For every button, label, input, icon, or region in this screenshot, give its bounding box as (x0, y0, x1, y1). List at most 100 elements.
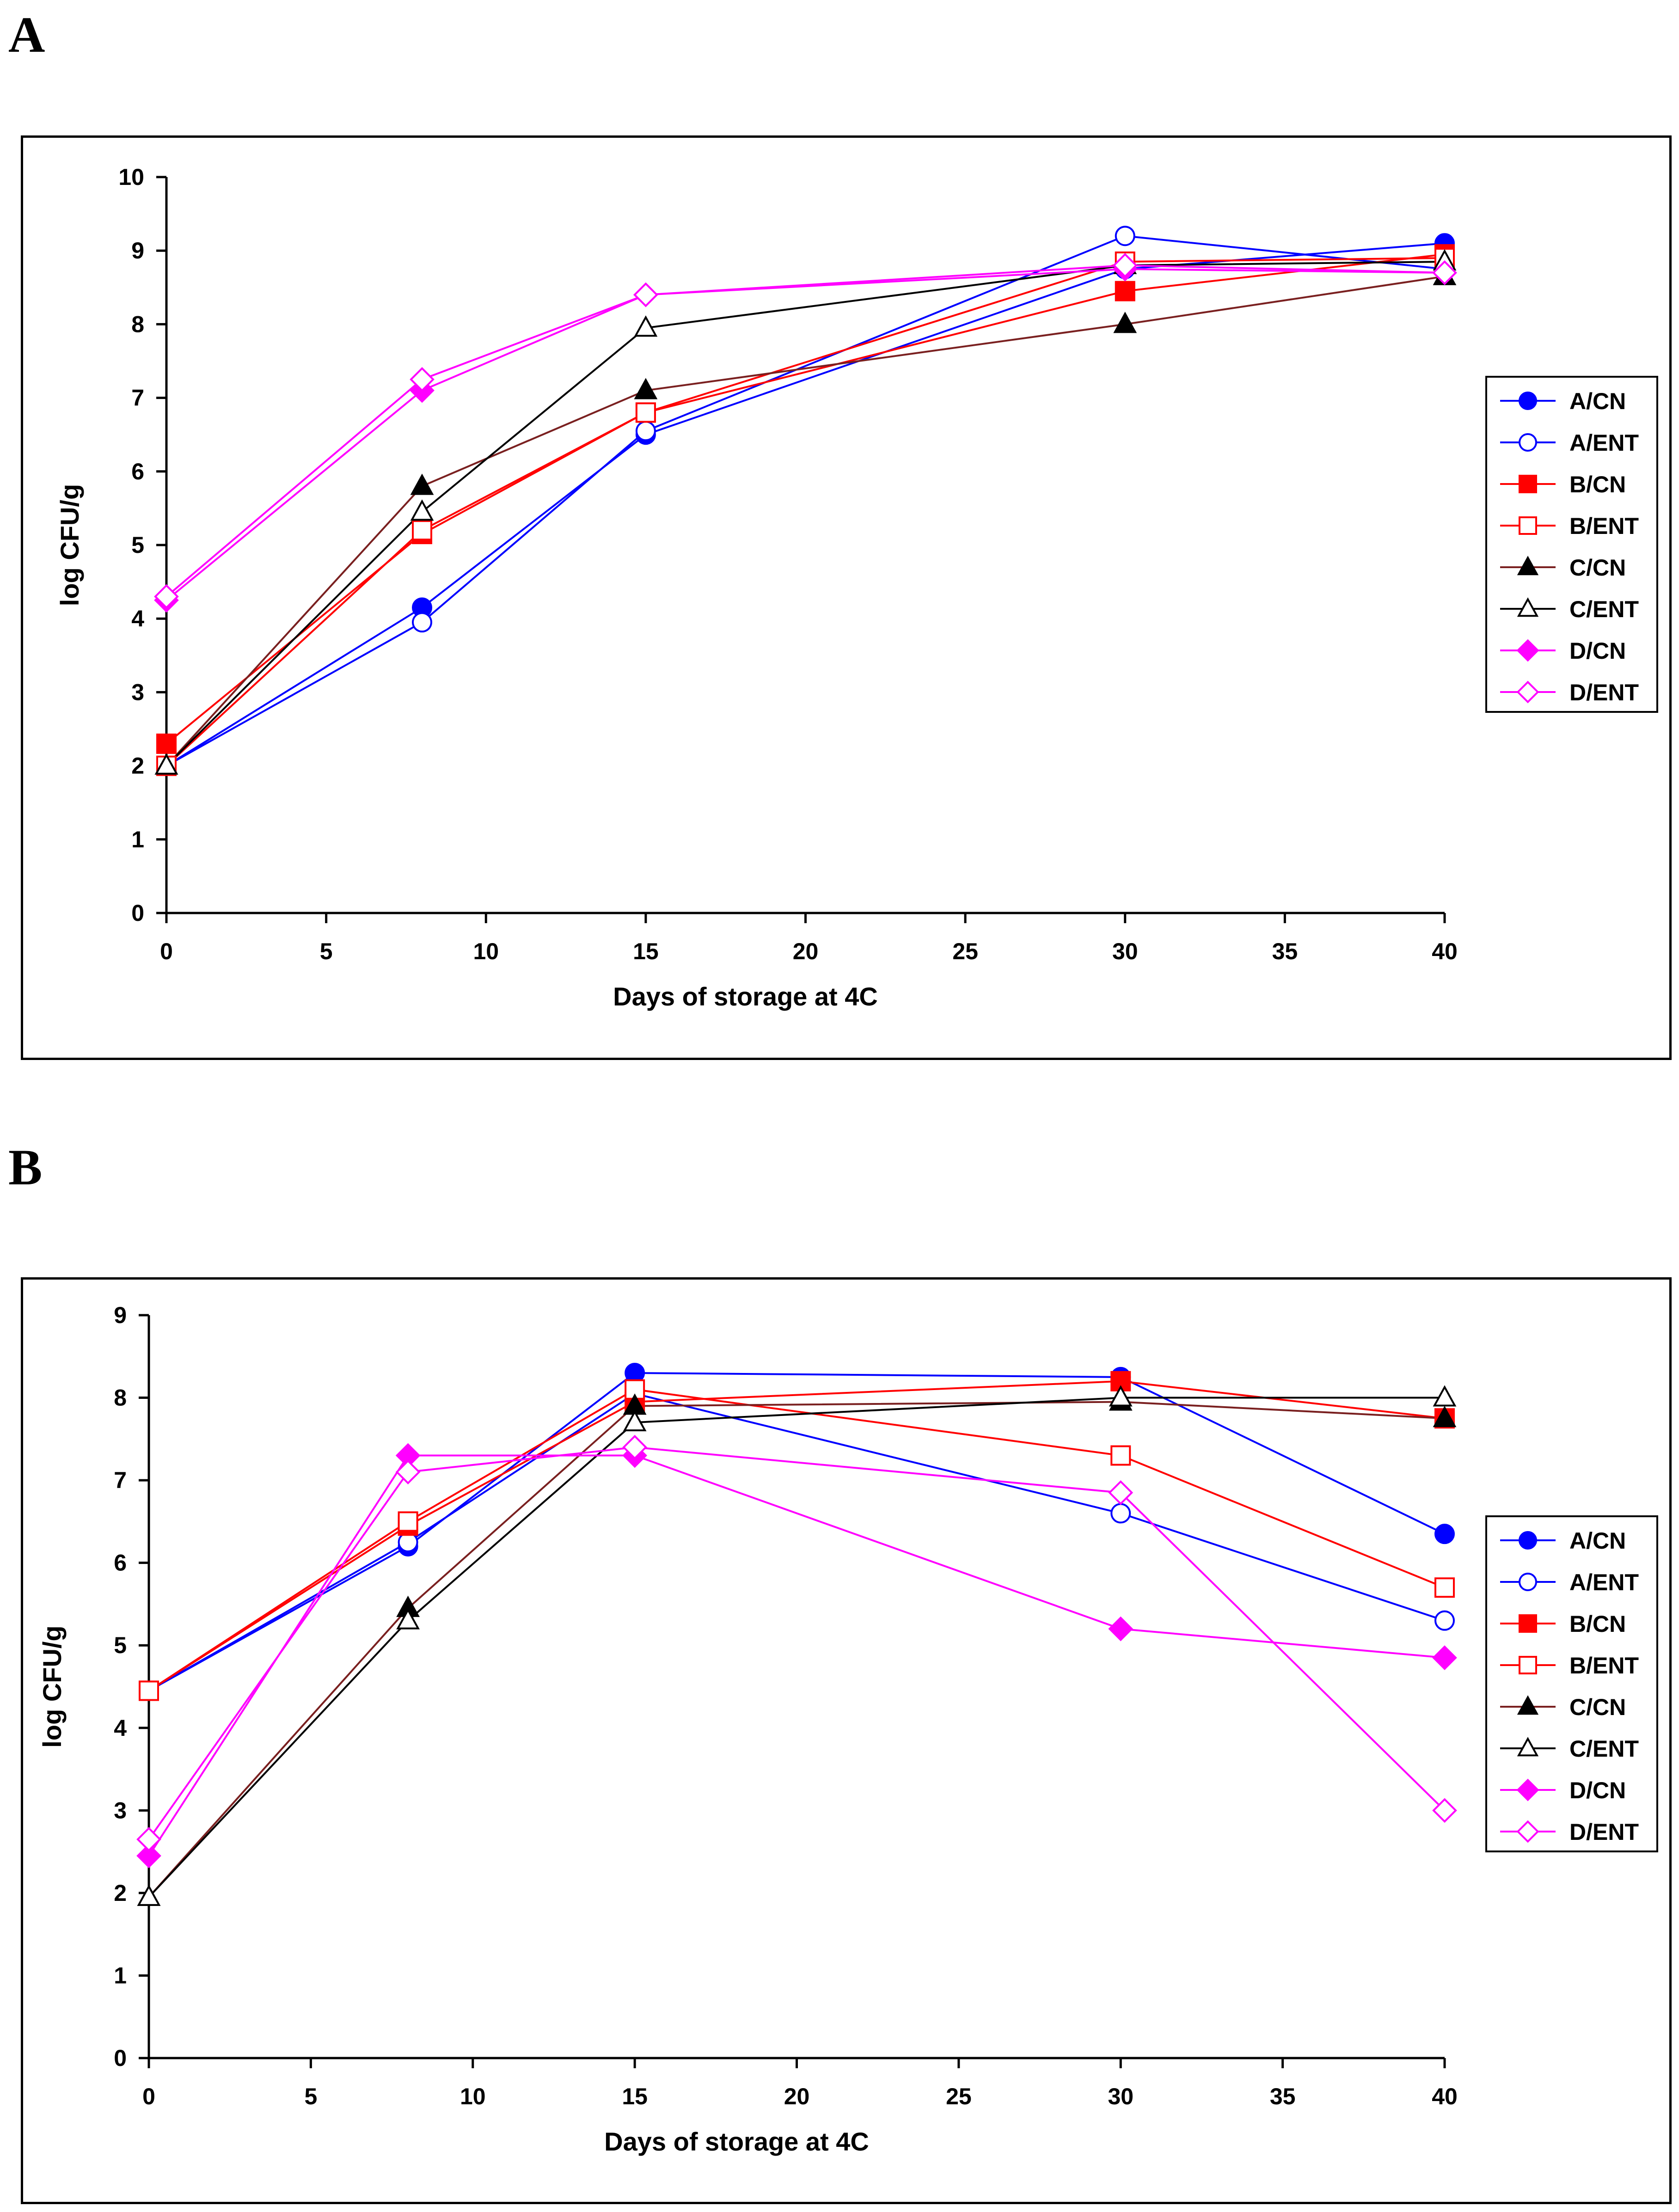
data-point-d-ent (136, 1826, 161, 1852)
data-point-c-cn (634, 378, 658, 399)
y-tick-label: 1 (131, 827, 144, 852)
legend-label: A/ENT (1569, 1569, 1639, 1595)
legend-box (1485, 376, 1658, 713)
data-point-a-ent (1434, 1610, 1455, 1631)
x-tick-label: 15 (633, 938, 659, 964)
series-line-d-ent (148, 1446, 1446, 1840)
x-tick-label: 40 (1432, 2083, 1458, 2109)
x-tick-label: 20 (784, 2083, 810, 2109)
series-line-a-ent (148, 1392, 1445, 1692)
legend-marker (1516, 639, 1539, 662)
legend-marker (1519, 1573, 1537, 1591)
legend-label: B/ENT (1569, 513, 1639, 539)
legend-marker (1517, 1695, 1539, 1715)
x-tick-label: 35 (1272, 938, 1298, 964)
y-tick-label: 7 (114, 1467, 127, 1493)
x-tick-label: 10 (460, 2083, 486, 2109)
legend-label: A/CN (1569, 1528, 1626, 1554)
legend-marker (1519, 1614, 1537, 1633)
data-point-a-ent (1115, 226, 1135, 246)
data-point-c-ent (154, 753, 178, 775)
data-point-b-ent (139, 1680, 159, 1701)
chart-frame-a (21, 135, 1672, 1060)
y-tick-label: 0 (131, 900, 144, 926)
y-tick-label: 10 (118, 164, 144, 190)
x-tick-label: 0 (142, 2083, 155, 2109)
y-tick-label: 3 (114, 1797, 127, 1823)
x-tick-label: 20 (793, 938, 819, 964)
data-point-c-ent (137, 1884, 161, 1906)
x-tick-label: 40 (1432, 938, 1458, 964)
legend-marker (1519, 475, 1537, 493)
x-tick-label: 10 (473, 938, 499, 964)
series-line-d-cn (148, 1454, 1445, 1857)
y-tick-label: 4 (114, 1715, 127, 1741)
y-tick-label: 6 (114, 1550, 127, 1576)
y-axis-label: log CFU/g (37, 1625, 67, 1747)
legend-marker (1516, 1820, 1539, 1843)
data-point-d-ent (622, 1434, 647, 1460)
data-point-d-ent (1432, 260, 1457, 285)
legend-marker (1519, 516, 1537, 535)
x-axis-label: Days of storage at 4C (604, 2127, 869, 2156)
series-line-c-cn (148, 1401, 1445, 1898)
data-point-c-cn (1433, 1406, 1457, 1428)
x-tick-label: 30 (1108, 2083, 1134, 2109)
legend-label: C/CN (1569, 555, 1626, 581)
series-line-b-ent (148, 1388, 1445, 1692)
y-tick-label: 9 (131, 238, 144, 263)
data-point-d-ent (1112, 253, 1138, 278)
legend-label: B/CN (1569, 472, 1626, 497)
x-tick-label: 0 (160, 938, 173, 964)
data-point-a-cn (1434, 1524, 1455, 1544)
data-point-b-ent (398, 1511, 418, 1532)
x-tick-label: 25 (952, 938, 978, 964)
data-point-a-ent (412, 612, 432, 633)
y-tick-label: 6 (131, 459, 144, 484)
data-point-b-cn (1115, 281, 1135, 301)
data-point-d-ent (410, 367, 435, 392)
legend-label: C/ENT (1569, 596, 1639, 622)
data-point-c-ent (396, 1608, 420, 1630)
legend-label: D/ENT (1569, 1819, 1639, 1845)
legend-marker (1516, 1778, 1539, 1801)
data-point-b-ent (412, 520, 432, 541)
legend-marker (1517, 1737, 1539, 1757)
legend-marker (1517, 556, 1539, 576)
legend-marker (1517, 597, 1539, 617)
data-point-c-ent (1433, 1385, 1457, 1407)
data-point-d-cn (136, 1843, 161, 1869)
y-tick-label: 9 (114, 1302, 127, 1328)
legend-label: D/ENT (1569, 680, 1639, 705)
data-point-d-ent (154, 584, 179, 609)
panel-label-a: A (8, 6, 45, 63)
y-tick-label: 8 (131, 311, 144, 337)
y-tick-label: 2 (131, 753, 144, 779)
y-tick-label: 5 (114, 1632, 127, 1658)
data-point-b-ent (1434, 1577, 1455, 1598)
series-line-b-cn (148, 1380, 1445, 1692)
x-tick-label: 5 (320, 938, 333, 964)
data-point-c-ent (1109, 1385, 1133, 1407)
data-point-a-ent (1110, 1503, 1131, 1524)
data-point-d-cn (1108, 1616, 1134, 1642)
data-point-c-ent (623, 1409, 647, 1432)
legend-label: C/CN (1569, 1694, 1626, 1720)
y-tick-label: 1 (114, 1962, 127, 1988)
legend-label: B/ENT (1569, 1653, 1639, 1679)
y-tick-label: 7 (131, 385, 144, 411)
series-line-c-ent (148, 1397, 1445, 1898)
legend-label: A/CN (1569, 388, 1626, 414)
data-point-c-cn (1113, 312, 1137, 333)
y-tick-label: 5 (131, 532, 144, 558)
data-point-d-ent (1108, 1480, 1134, 1505)
data-point-c-cn (410, 473, 434, 495)
y-tick-label: 8 (114, 1385, 127, 1411)
legend-box (1485, 1515, 1658, 1852)
x-axis-label: Days of storage at 4C (613, 982, 878, 1011)
legend-marker (1519, 1531, 1537, 1550)
y-tick-label: 0 (114, 2045, 127, 2071)
data-point-d-ent (1432, 1798, 1457, 1823)
